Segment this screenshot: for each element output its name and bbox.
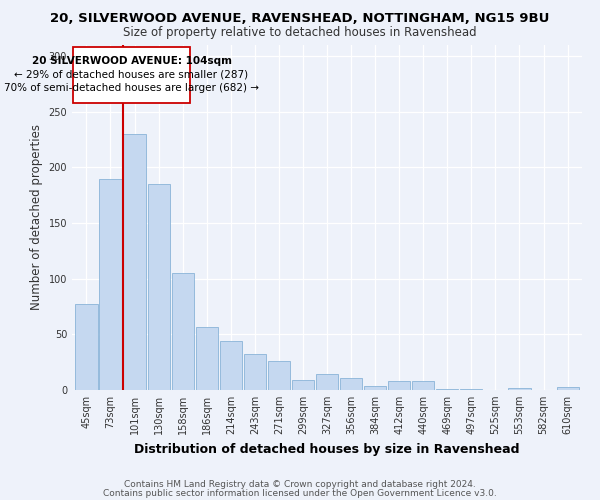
Bar <box>100 178 122 390</box>
Bar <box>316 374 338 390</box>
Bar <box>220 341 242 390</box>
Bar <box>340 378 362 390</box>
X-axis label: Distribution of detached houses by size in Ravenshead: Distribution of detached houses by size … <box>134 442 520 456</box>
Bar <box>76 304 98 390</box>
Text: 20, SILVERWOOD AVENUE, RAVENSHEAD, NOTTINGHAM, NG15 9BU: 20, SILVERWOOD AVENUE, RAVENSHEAD, NOTTI… <box>50 12 550 26</box>
Text: 20 SILVERWOOD AVENUE: 104sqm: 20 SILVERWOOD AVENUE: 104sqm <box>32 56 232 66</box>
Bar <box>268 361 290 390</box>
Bar <box>508 388 530 390</box>
Bar <box>364 386 386 390</box>
Bar <box>412 381 434 390</box>
Bar <box>557 386 578 390</box>
Bar <box>388 381 410 390</box>
FancyBboxPatch shape <box>73 47 190 103</box>
Bar <box>460 389 482 390</box>
Bar <box>148 184 170 390</box>
Bar <box>292 380 314 390</box>
Text: ← 29% of detached houses are smaller (287): ← 29% of detached houses are smaller (28… <box>14 70 248 80</box>
Bar <box>124 134 146 390</box>
Bar <box>436 389 458 390</box>
Y-axis label: Number of detached properties: Number of detached properties <box>30 124 43 310</box>
Bar <box>172 273 194 390</box>
Text: Contains public sector information licensed under the Open Government Licence v3: Contains public sector information licen… <box>103 488 497 498</box>
Text: Size of property relative to detached houses in Ravenshead: Size of property relative to detached ho… <box>123 26 477 39</box>
Text: 70% of semi-detached houses are larger (682) →: 70% of semi-detached houses are larger (… <box>4 83 259 93</box>
Bar <box>244 354 266 390</box>
Bar <box>196 326 218 390</box>
Text: Contains HM Land Registry data © Crown copyright and database right 2024.: Contains HM Land Registry data © Crown c… <box>124 480 476 489</box>
